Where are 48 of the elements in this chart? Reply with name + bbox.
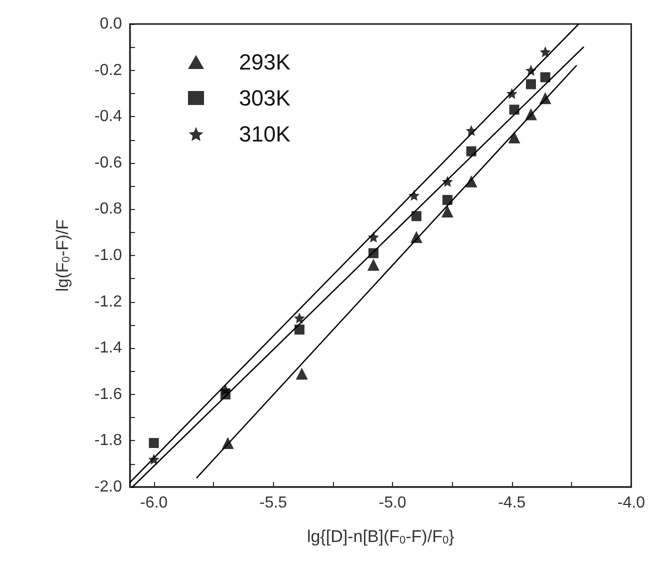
y-axis-title: lg(F0-F)/F <box>53 219 72 292</box>
point <box>368 231 379 242</box>
point <box>294 324 304 335</box>
point <box>148 454 160 465</box>
point <box>509 104 520 115</box>
point <box>408 190 420 201</box>
y-tick-label: -0.8 <box>94 200 122 218</box>
point <box>442 194 452 205</box>
point <box>148 438 159 448</box>
x-tick-label: -6.0 <box>140 494 168 512</box>
point <box>294 312 305 324</box>
point <box>296 368 308 380</box>
x-tick-label: -5.5 <box>259 494 288 512</box>
point <box>508 131 520 144</box>
point <box>465 175 478 188</box>
point <box>220 384 231 396</box>
y-tick-label: -1.6 <box>94 386 122 403</box>
point <box>524 108 537 120</box>
y-tick-label: -1.4 <box>94 340 122 357</box>
point <box>222 437 234 450</box>
point <box>525 64 536 76</box>
point <box>506 88 518 99</box>
y-tick-label: -1.0 <box>94 247 122 264</box>
y-tick-label: -1.8 <box>94 432 122 450</box>
x-tick-label: -5.0 <box>378 494 406 512</box>
y-tick-label: 0.0 <box>100 16 122 32</box>
point <box>526 79 536 90</box>
point <box>539 92 552 104</box>
y-tick-label: -2.0 <box>94 478 122 496</box>
point <box>442 176 453 187</box>
y-tick-label: -0.6 <box>94 154 122 172</box>
point <box>411 211 422 222</box>
point <box>410 230 422 243</box>
legend-label: 293K <box>239 50 291 74</box>
point <box>540 72 550 82</box>
legend-label: 310K <box>239 122 291 146</box>
legend-label: 303K <box>239 86 291 110</box>
y-tick-label: -1.2 <box>94 293 122 310</box>
x-tick-label: -4.5 <box>498 494 526 512</box>
point <box>466 124 477 136</box>
point <box>466 146 476 156</box>
y-tick-label: -0.2 <box>94 62 122 79</box>
point <box>368 248 378 258</box>
point <box>441 206 454 218</box>
y-tick-label: -0.4 <box>94 108 122 126</box>
x-tick-label: -4.0 <box>617 494 646 512</box>
point <box>540 46 551 58</box>
point <box>367 258 380 271</box>
